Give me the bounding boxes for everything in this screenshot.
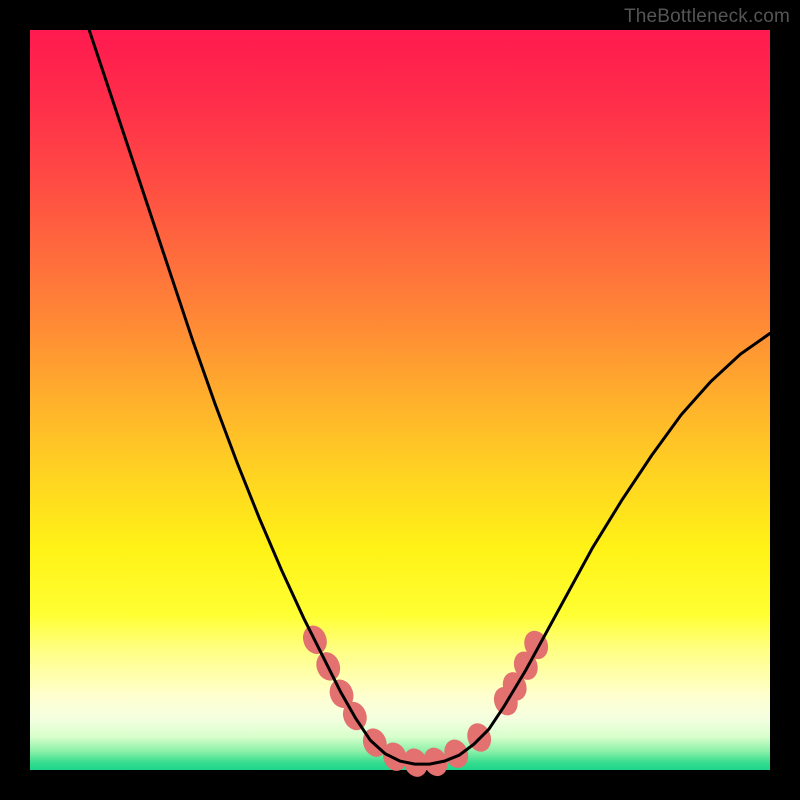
gradient-background	[30, 30, 770, 770]
bottleneck-chart	[0, 0, 800, 800]
watermark-text: TheBottleneck.com	[624, 6, 790, 28]
